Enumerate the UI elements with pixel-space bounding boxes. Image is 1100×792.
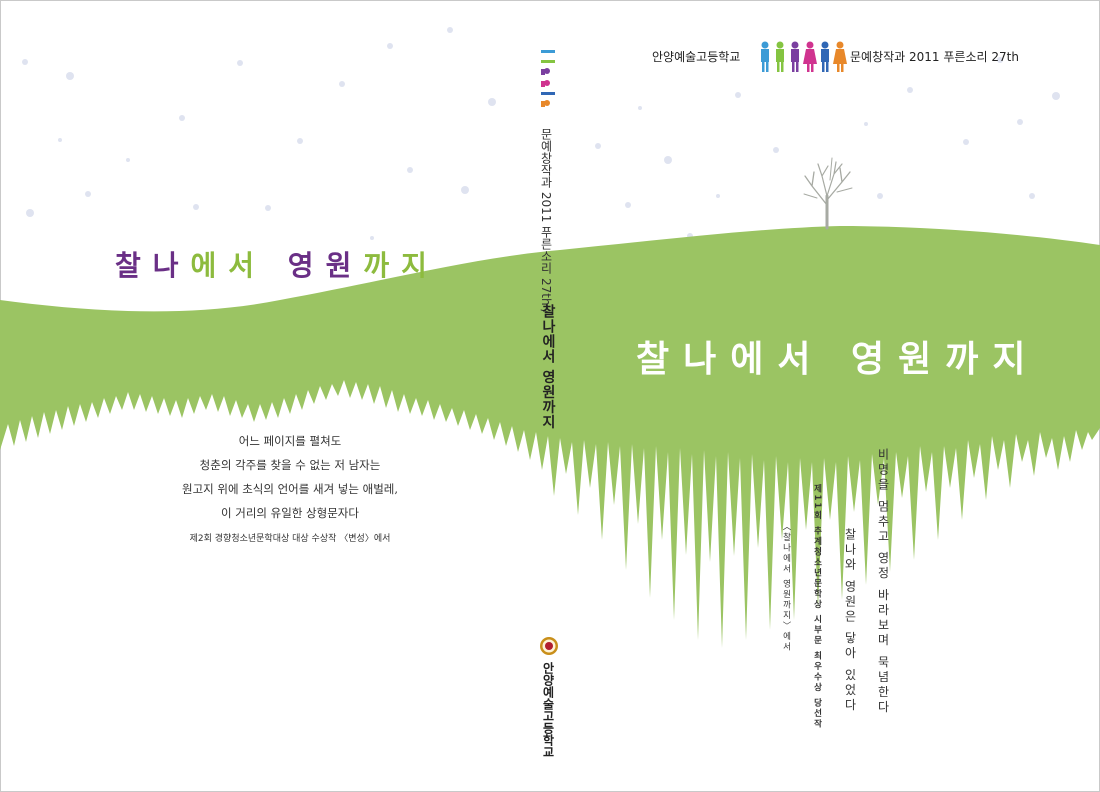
back-title-part: 까지 xyxy=(363,249,439,282)
back-title-part: 찰나 xyxy=(115,249,191,282)
back-title-part: 에서 xyxy=(190,249,267,282)
blurb-line: 이 거리의 유일한 상형문자다 xyxy=(221,506,359,520)
hill-shape xyxy=(0,226,1100,648)
people-figures-icon xyxy=(761,41,847,72)
spine-series: 문예창작과 2011 푸른소리 27th / xyxy=(539,128,553,314)
award-line: 제11회 추계청소년문학상 시부문 최우수상 당선작 xyxy=(812,484,822,730)
spine-people-icon xyxy=(541,50,555,107)
poem-line: 비명을 멈추고 영정 바라보며 묵념한다 xyxy=(876,448,890,716)
back-title-part: 영원 xyxy=(266,249,364,282)
front-title: 찰나에서 영원까지 xyxy=(636,339,1040,380)
front-series-label: 문예창작과 2011 푸른소리 27th xyxy=(850,50,1019,64)
back-title: 찰나에서 영원까지 xyxy=(115,244,439,284)
award-work-title: 〈찰나에서 영원까지〉에서 xyxy=(781,522,791,653)
spine-title: 찰나에서 영원까지 xyxy=(540,304,556,430)
blurb-line: 어느 페이지를 펼쳐도 xyxy=(238,434,342,448)
tree-icon xyxy=(803,157,853,230)
front-school-name: 안양예술고등학교 xyxy=(652,50,741,64)
blurb-source-note: 제2회 경향청소년문학대상 대상 수상작 〈변성〉에서 xyxy=(189,534,391,544)
school-emblem-icon xyxy=(540,637,558,655)
blurb-line: 원고지 위에 초식의 언어를 새겨 넣는 애벌레, xyxy=(181,482,399,496)
poem-line: 찰나와 영원은 닿아 있었다 xyxy=(843,528,857,714)
spine-school-name: 안양예술고등학교 xyxy=(541,662,555,758)
blurb-line: 청춘의 각주를 찾을 수 없는 저 남자는 xyxy=(199,458,381,472)
